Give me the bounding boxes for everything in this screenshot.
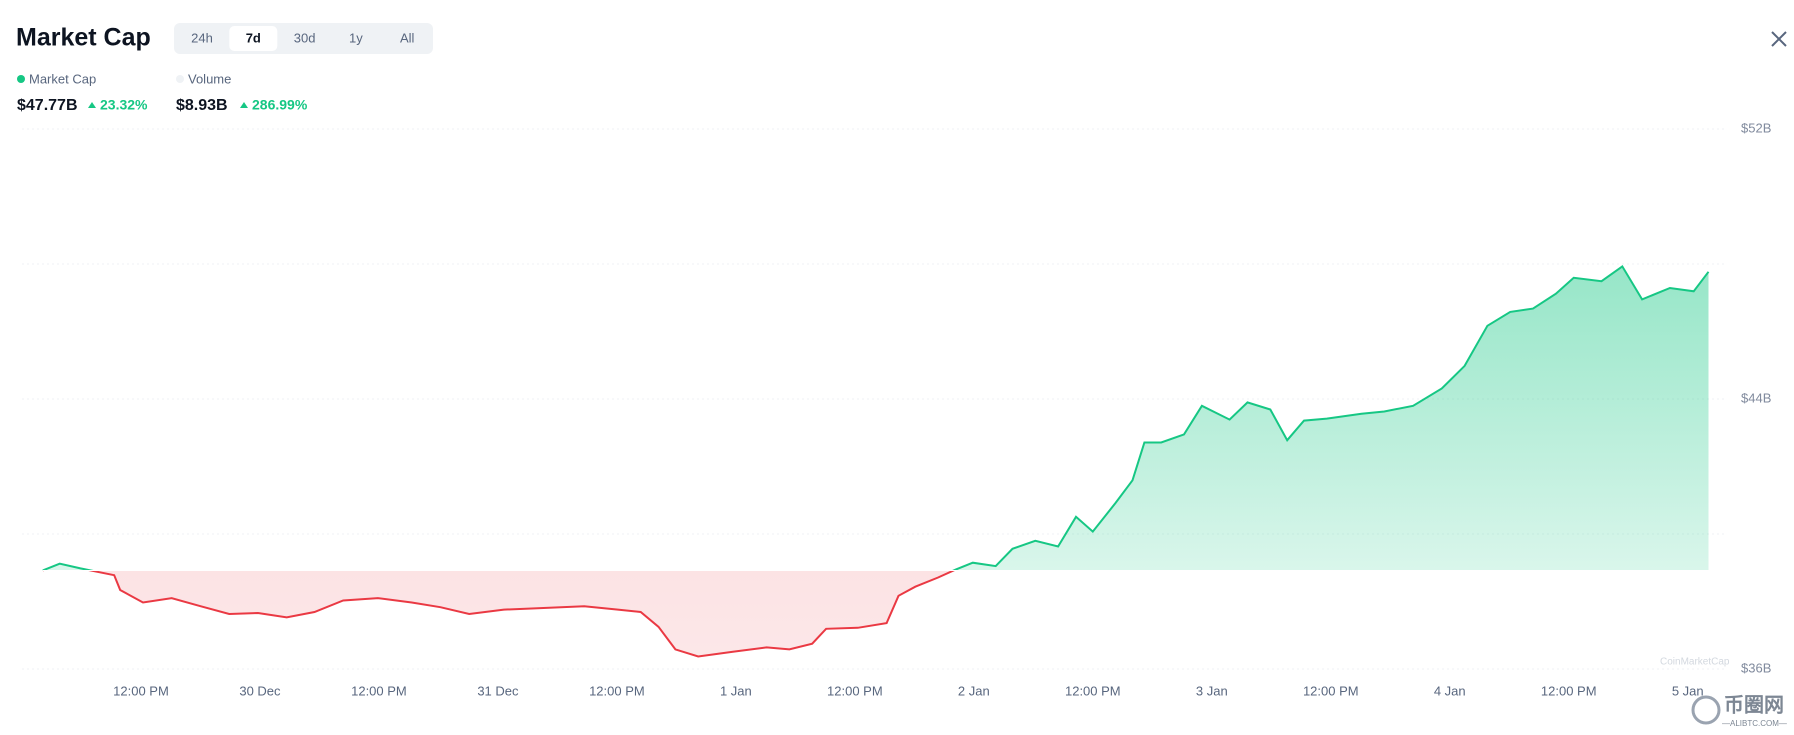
up-arrow [88,102,96,108]
legend-dot [17,75,25,83]
up-arrow [240,102,248,108]
title: Market Cap [16,24,151,52]
x-tick-label: 12:00 PM [113,683,169,698]
x-tick-label: 12:00 PM [1065,683,1121,698]
x-tick-label: 2 Jan [958,683,990,698]
tab[interactable]: 1y [349,30,363,45]
x-tick-label: 1 Jan [720,683,752,698]
area-above [42,266,1709,571]
line-above [42,264,1710,571]
tab[interactable]: 7d [246,30,261,45]
area-below [90,570,954,657]
x-tick-label: 3 Jan [1196,683,1228,698]
legend-dot [176,75,184,83]
x-tick-label: 30 Dec [239,683,281,698]
line-below [42,570,957,658]
metric-change: 286.99% [252,97,308,113]
x-tick-label: 12:00 PM [1303,683,1359,698]
y-tick-label: $36B [1741,660,1771,675]
active-tab [229,26,278,51]
close-button[interactable] [1771,31,1787,47]
y-tick-label: $52B [1741,120,1771,135]
x-tick-label: 12:00 PM [351,683,407,698]
x-tick-label: 12:00 PM [827,683,883,698]
x-tick-label: 12:00 PM [1541,683,1597,698]
tab[interactable]: All [400,30,415,45]
watermark: CoinMarketCap [1660,657,1730,668]
metric-change: 23.32% [100,97,148,113]
logo: 币圈网 [1724,693,1784,716]
tab[interactable]: 24h [191,30,213,45]
legend-label[interactable]: Market Cap [29,71,96,86]
x-tick-label: 5 Jan [1672,683,1704,698]
x-tick-label: 12:00 PM [589,683,645,698]
logo-icon [1691,695,1721,725]
tab[interactable]: 30d [294,30,316,45]
y-tick-label: $44B [1741,390,1771,405]
logo-sub: —ALIBTC.COM— [1722,719,1787,728]
legend-label[interactable]: Volume [188,71,231,86]
metric-value: $47.77B [17,97,78,114]
metric-value: $8.93B [176,97,228,114]
x-tick-label: 31 Dec [477,683,519,698]
x-tick-label: 4 Jan [1434,683,1466,698]
